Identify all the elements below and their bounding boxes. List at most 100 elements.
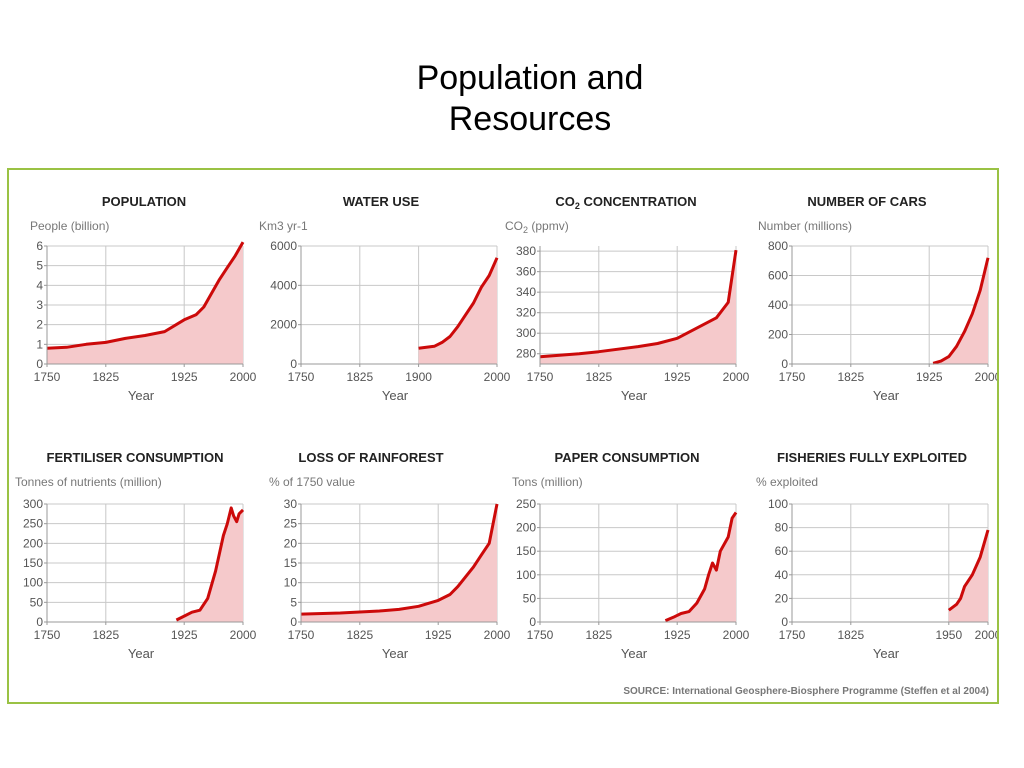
x-tick-label: 2000 (723, 628, 750, 642)
series-area (933, 257, 988, 364)
y-axis-label: Km3 yr-1 (259, 219, 308, 233)
chart-title: WATER USE (343, 194, 420, 209)
y-tick-label: 2 (36, 318, 43, 332)
x-axis-label: Year (873, 646, 900, 661)
series-line (46, 241, 245, 350)
x-tick-label: 1925 (664, 628, 691, 642)
y-tick-label: 60 (775, 544, 789, 558)
chart-title: NUMBER OF CARS (807, 194, 926, 209)
chart-5: FERTILISER CONSUMPTION Tonnes of nutrient… (15, 450, 257, 661)
x-tick-label: 1950 (935, 628, 962, 642)
y-tick-label: 250 (516, 497, 536, 511)
x-tick-label: 1900 (405, 370, 432, 384)
y-axis-label: CO2 (ppmv) (505, 219, 569, 235)
x-tick-label: 1825 (585, 628, 612, 642)
y-tick-label: 380 (516, 244, 536, 258)
x-tick-label: 2000 (484, 370, 511, 384)
x-axis-label: Year (621, 646, 648, 661)
y-tick-label: 30 (284, 497, 298, 511)
series-line (947, 529, 990, 612)
chart-title: PAPER CONSUMPTION (555, 450, 700, 465)
x-axis-label: Year (621, 388, 648, 403)
y-tick-label: 0 (781, 357, 788, 371)
y-axis-label: % of 1750 value (269, 475, 355, 489)
y-tick-label: 20 (284, 536, 298, 550)
y-tick-label: 15 (284, 556, 298, 570)
x-tick-label: 1750 (527, 628, 554, 642)
x-tick-label: 1825 (92, 628, 119, 642)
x-tick-label: 1750 (779, 370, 806, 384)
x-tick-label: 1925 (171, 370, 198, 384)
x-tick-label: 1825 (346, 370, 373, 384)
y-tick-label: 300 (23, 497, 43, 511)
x-tick-label: 1750 (288, 370, 315, 384)
chart-title: FERTILISER CONSUMPTION (47, 450, 224, 465)
series-line (300, 503, 499, 616)
x-tick-label: 1825 (837, 628, 864, 642)
x-tick-label: 1825 (346, 628, 373, 642)
x-axis-label: Year (128, 646, 155, 661)
series-line (664, 511, 738, 622)
x-tick-label: 1750 (527, 370, 554, 384)
y-tick-label: 100 (23, 576, 43, 590)
chart-panel: POPULATION People (billion) 0 1 2 3 4 5 6 1750 182… (7, 168, 999, 704)
series-area (665, 512, 736, 622)
x-tick-label: 1825 (837, 370, 864, 384)
source-note: SOURCE: International Geosphere-Biospher… (623, 686, 989, 697)
chart-3: CO2 CONCENTRATION CO2 (ppmv) 280 300 320 340 3… (505, 194, 750, 403)
y-tick-label: 400 (768, 298, 788, 312)
x-tick-label: 2000 (975, 628, 997, 642)
y-axis-label: Number (millions) (758, 219, 852, 233)
y-tick-label: 320 (516, 306, 536, 320)
y-tick-label: 150 (516, 544, 536, 558)
y-tick-label: 200 (768, 328, 788, 342)
x-tick-label: 1750 (779, 628, 806, 642)
x-tick-label: 2000 (230, 370, 257, 384)
y-tick-label: 50 (523, 591, 537, 605)
x-tick-label: 1925 (425, 628, 452, 642)
y-axis-label: Tonnes of nutrients (million) (15, 475, 162, 489)
y-tick-label: 1 (36, 337, 43, 351)
y-tick-label: 280 (516, 347, 536, 361)
y-tick-label: 0 (529, 615, 536, 629)
x-axis-label: Year (382, 388, 409, 403)
x-tick-label: 1750 (34, 370, 61, 384)
slide-title-line-2: Resources (448, 99, 612, 138)
charts-canvas: POPULATION People (billion) 0 1 2 3 4 5 6 1750 182… (15, 194, 997, 661)
series-area (418, 257, 497, 364)
x-axis-label: Year (128, 388, 155, 403)
x-tick-label: 2000 (484, 628, 511, 642)
y-tick-label: 300 (516, 326, 536, 340)
series-area (176, 507, 243, 622)
series-line (539, 249, 738, 359)
y-tick-label: 150 (23, 556, 43, 570)
y-tick-label: 360 (516, 265, 536, 279)
y-tick-label: 3 (36, 298, 43, 312)
series-line (418, 257, 499, 350)
y-tick-label: 50 (30, 595, 44, 609)
slide-title-line-1: Population and (416, 59, 644, 97)
series-line (175, 506, 245, 622)
y-tick-label: 6 (36, 239, 43, 253)
y-tick-label: 4 (36, 278, 43, 292)
series-area (301, 504, 497, 622)
chart-6: LOSS OF RAINFOREST % of 1750 value 0 5 10 15 2… (269, 450, 511, 661)
y-tick-label: 0 (290, 615, 297, 629)
y-tick-label: 0 (781, 615, 788, 629)
y-tick-label: 250 (23, 517, 43, 531)
x-tick-label: 1925 (664, 370, 691, 384)
chart-title: LOSS OF RAINFOREST (298, 450, 443, 465)
x-axis-label: Year (873, 388, 900, 403)
y-tick-label: 800 (768, 239, 788, 253)
y-tick-label: 2000 (270, 318, 297, 332)
y-tick-label: 100 (768, 497, 788, 511)
y-tick-label: 600 (768, 269, 788, 283)
x-tick-label: 2000 (230, 628, 257, 642)
y-tick-label: 6000 (270, 239, 297, 253)
chart-4: NUMBER OF CARS Number (millions) 0 200 400 60… (758, 194, 997, 403)
y-tick-label: 340 (516, 285, 536, 299)
y-tick-label: 0 (290, 357, 297, 371)
y-tick-label: 5 (290, 595, 297, 609)
y-tick-label: 200 (23, 536, 43, 550)
y-tick-label: 0 (36, 357, 43, 371)
